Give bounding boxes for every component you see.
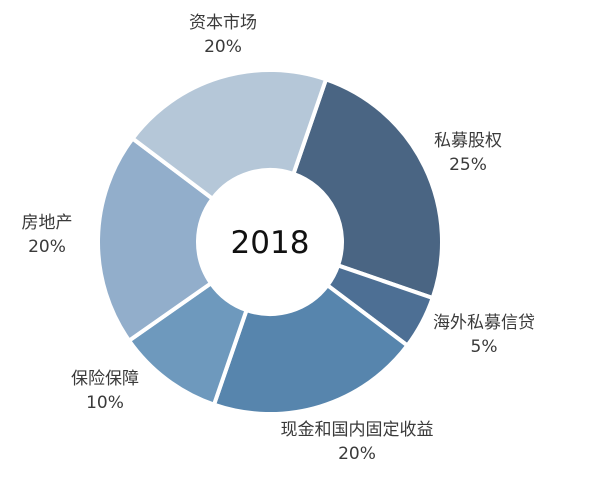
- donut-hole: [198, 170, 342, 314]
- slice-percent-label: 20%: [28, 237, 66, 257]
- center-year-label: 2018: [231, 225, 310, 261]
- slice-percent-label: 5%: [471, 337, 498, 357]
- slice-category-label: 海外私募信贷: [433, 313, 535, 333]
- slice-category-label: 房地产: [22, 213, 73, 233]
- slice-category-label: 保险保障: [71, 369, 139, 389]
- slice-percent-label: 20%: [204, 37, 242, 57]
- slice-percent-label: 25%: [449, 155, 487, 175]
- slice-labels: 私募股权 25% 海外私募信贷 5% 现金和国内固定收益 20% 保险保障 10% 房地产 20%…: [22, 13, 536, 464]
- slice-category-label: 私募股权: [434, 131, 502, 151]
- slice-category-label: 现金和国内固定收益: [281, 420, 434, 440]
- slice-percent-label: 10%: [86, 393, 124, 413]
- slice-percent-label: 20%: [338, 444, 376, 464]
- slice-category-label: 资本市场: [189, 13, 257, 33]
